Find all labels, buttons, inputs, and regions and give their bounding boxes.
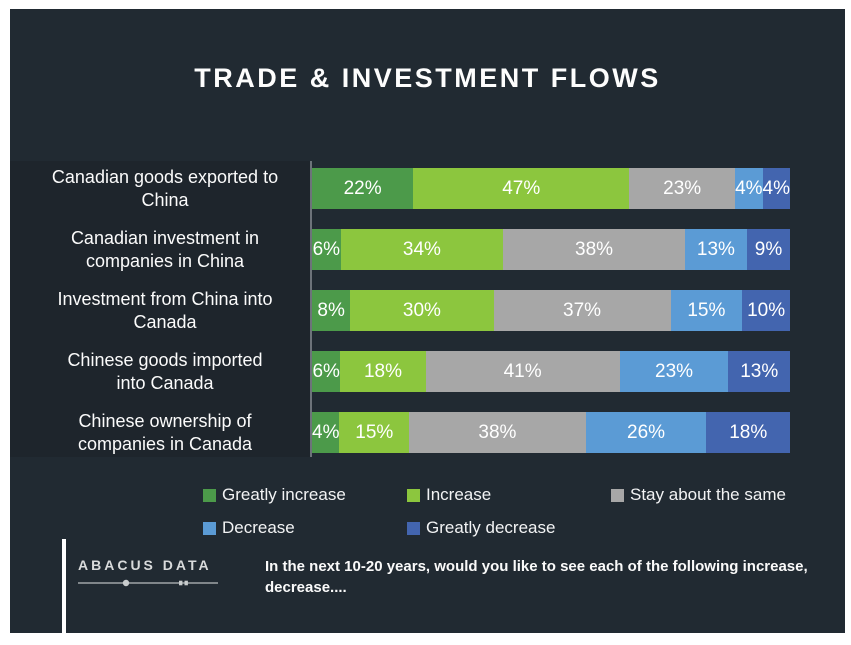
bar-track: 6% 18% 41% 23% 13% xyxy=(312,351,790,392)
legend-label: Greatly increase xyxy=(222,485,346,504)
logo-underline-graphic xyxy=(78,579,218,587)
legend-swatch xyxy=(203,488,216,502)
segment-value-label: 38% xyxy=(575,238,614,260)
category-label: Chinese ownership of companies in Canada xyxy=(77,410,253,454)
chart-title: TRADE & INVESTMENT FLOWS xyxy=(194,63,661,93)
bar-segment-decrease: 15% xyxy=(670,290,743,331)
bar-segment-greatly-increase: 6% xyxy=(312,351,341,392)
bar-segment-greatly-increase: 22% xyxy=(312,168,414,209)
category-label: Canadian goods exported to China xyxy=(51,166,279,210)
bar-segment-increase: 18% xyxy=(340,351,426,392)
bar-segment-greatly-decrease: 4% xyxy=(762,168,790,209)
bar-segment-decrease: 13% xyxy=(684,229,747,270)
segment-value-label: 8% xyxy=(317,299,345,321)
bar-segment-stay-about-the-same: 38% xyxy=(409,412,586,453)
segment-value-label: 37% xyxy=(563,299,602,321)
segment-value-label: 18% xyxy=(729,421,768,443)
bar-segment-greatly-decrease: 10% xyxy=(742,290,790,331)
chart-row: Canadian goods exported to China 22% 47% 23%… xyxy=(10,166,790,210)
bar-track: 8% 30% 37% 15% 10% xyxy=(312,290,790,331)
chart-row: Chinese ownership of companies in Canada 4… xyxy=(10,410,791,454)
bar-segment-increase: 30% xyxy=(350,290,494,331)
legend-item-increase: Increase xyxy=(407,485,611,505)
chart-row: Chinese goods imported into Canada 6% 18% 41… xyxy=(10,349,790,393)
segment-value-label: 10% xyxy=(747,299,786,321)
legend-swatch xyxy=(611,488,624,502)
bar-segment-stay-about-the-same: 37% xyxy=(493,290,671,331)
category-label: Chinese goods imported into Canada xyxy=(67,349,263,393)
segment-value-label: 13% xyxy=(696,238,735,260)
abacus-data-logo: ABACUS DATA xyxy=(78,557,228,588)
bar-segment-greatly-increase: 8% xyxy=(312,290,351,331)
segment-value-label: 38% xyxy=(478,421,517,443)
bar-segment-greatly-increase: 4% xyxy=(312,412,340,453)
legend-swatch xyxy=(407,488,420,502)
segment-value-label: 6% xyxy=(312,360,340,382)
category-label: Canadian investment in companies in China xyxy=(70,227,260,271)
bar-segment-greatly-decrease: 9% xyxy=(746,229,790,270)
stacked-bar-chart: Canadian goods exported to China 22% 47% 23%… xyxy=(10,166,791,473)
bar-segment-stay-about-the-same: 41% xyxy=(425,351,620,392)
legend-item-greatly-decrease: Greatly decrease xyxy=(407,518,611,538)
legend-swatch xyxy=(203,521,216,535)
legend-item-decrease: Decrease xyxy=(203,518,407,538)
bar-segment-greatly-decrease: 18% xyxy=(706,412,791,453)
bar-segment-decrease: 23% xyxy=(619,351,729,392)
segment-value-label: 30% xyxy=(402,299,441,321)
segment-value-label: 4% xyxy=(312,421,340,443)
survey-question-text: In the next 10-20 years, would you like … xyxy=(265,558,808,596)
category-label: Investment from China into Canada xyxy=(57,288,273,332)
bar-segment-decrease: 26% xyxy=(585,412,707,453)
bar-track: 4% 15% 38% 26% 18% xyxy=(312,412,791,453)
bar-segment-greatly-increase: 6% xyxy=(312,229,341,270)
legend-swatch xyxy=(407,521,420,535)
bar-segment-decrease: 4% xyxy=(735,168,763,209)
chart-row: Investment from China into Canada 8% 30% 37%… xyxy=(10,288,790,332)
legend-item-stay-about-the-same: Stay about the same xyxy=(611,485,786,505)
segment-value-label: 26% xyxy=(627,421,666,443)
legend-label: Decrease xyxy=(222,518,295,537)
segment-value-label: 4% xyxy=(735,177,763,199)
segment-value-label: 41% xyxy=(503,360,542,382)
slide-canvas: TRADE & INVESTMENT FLOWS Canadian goods … xyxy=(10,9,845,633)
bar-track: 6% 34% 38% 13% 9% xyxy=(312,229,790,270)
category-label-panel xyxy=(10,161,310,457)
y-axis-line xyxy=(310,161,312,457)
segment-value-label: 22% xyxy=(343,177,382,199)
segment-value-label: 23% xyxy=(655,360,694,382)
segment-value-label: 23% xyxy=(663,177,702,199)
bar-segment-increase: 34% xyxy=(340,229,504,270)
bar-segment-increase: 47% xyxy=(413,168,630,209)
bar-track: 22% 47% 23% 4% 4% xyxy=(312,168,790,209)
segment-value-label: 15% xyxy=(355,421,394,443)
segment-value-label: 9% xyxy=(754,238,783,260)
bar-segment-greatly-decrease: 13% xyxy=(728,351,790,392)
bar-segment-stay-about-the-same: 23% xyxy=(629,168,736,209)
legend-item-greatly-increase: Greatly increase xyxy=(203,485,407,505)
logo-wordmark: ABACUS DATA xyxy=(78,557,212,573)
chart-legend: Greatly increase Increase Stay about the s… xyxy=(203,485,786,538)
chart-row: Canadian investment in companies in China… xyxy=(10,227,790,271)
legend-label: Greatly decrease xyxy=(426,518,556,537)
legend-label: Stay about the same xyxy=(630,485,786,504)
segment-value-label: 15% xyxy=(687,299,726,321)
segment-value-label: 4% xyxy=(762,177,790,199)
segment-value-label: 6% xyxy=(312,238,341,260)
segment-value-label: 13% xyxy=(740,360,779,382)
segment-value-label: 18% xyxy=(363,360,402,382)
legend-label: Increase xyxy=(426,485,492,504)
footer-vertical-rule xyxy=(62,539,66,633)
segment-value-label: 34% xyxy=(402,238,441,260)
bar-segment-stay-about-the-same: 38% xyxy=(503,229,685,270)
bar-segment-increase: 15% xyxy=(339,412,410,453)
segment-value-label: 47% xyxy=(502,177,541,199)
